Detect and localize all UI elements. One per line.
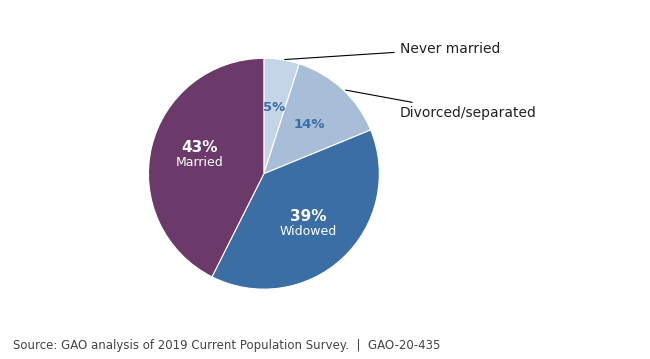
Text: 5%: 5% <box>263 101 285 114</box>
Wedge shape <box>264 58 299 174</box>
Text: Source: GAO analysis of 2019 Current Population Survey.  |  GAO-20-435: Source: GAO analysis of 2019 Current Pop… <box>13 339 441 352</box>
Wedge shape <box>264 64 370 174</box>
Text: Never married: Never married <box>285 42 500 60</box>
Wedge shape <box>148 58 264 277</box>
Text: Married: Married <box>176 156 224 169</box>
Text: Divorced/separated: Divorced/separated <box>346 90 536 120</box>
Text: 39%: 39% <box>290 209 326 224</box>
Wedge shape <box>212 130 380 289</box>
Text: Widowed: Widowed <box>280 225 337 238</box>
Text: 43%: 43% <box>181 140 218 155</box>
Text: 14%: 14% <box>294 118 326 131</box>
